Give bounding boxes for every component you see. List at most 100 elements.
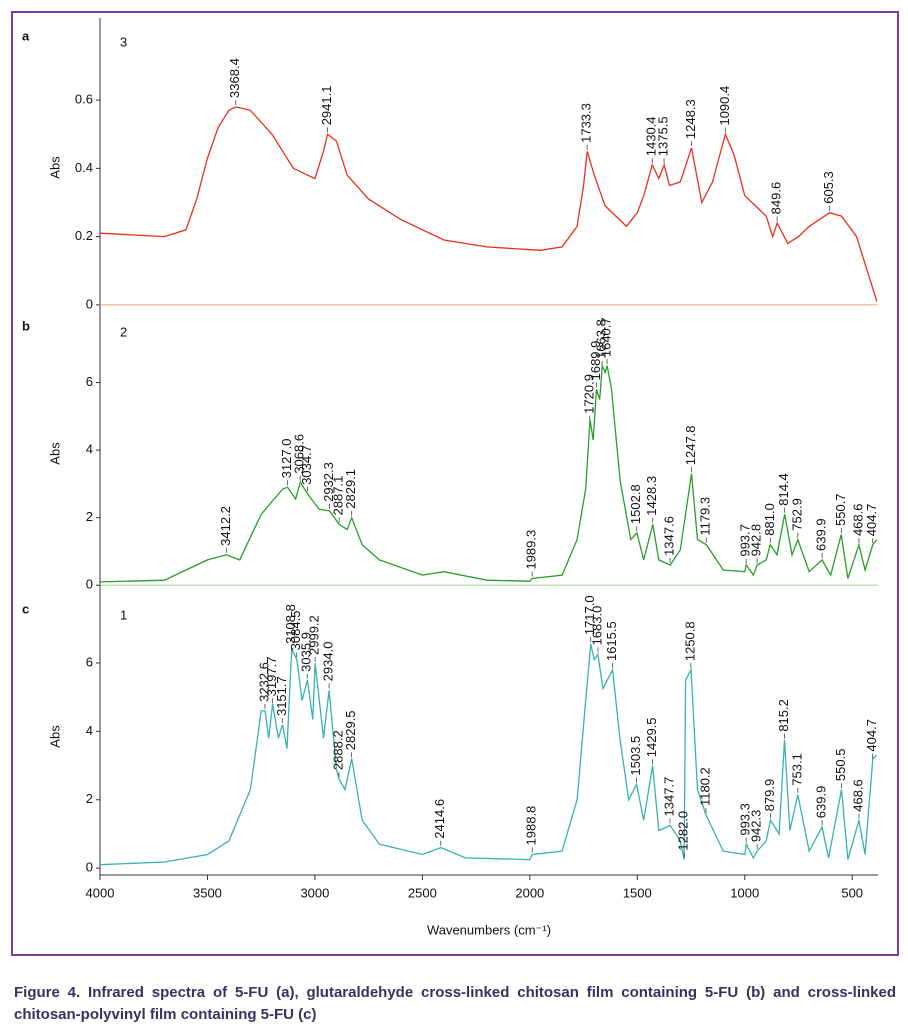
peak-label: 550.5 [833, 749, 848, 782]
peak-label: 2829.1 [343, 469, 358, 509]
x-tick-label: 1500 [623, 885, 652, 900]
x-tick-label: 1000 [730, 885, 759, 900]
peak-label: 1640.7 [598, 317, 613, 357]
peak-label: 1248.3 [683, 99, 698, 139]
peak-label: 1988.8 [524, 806, 539, 846]
x-tick-label: 4000 [86, 885, 115, 900]
peak-label: 1180.2 [697, 767, 712, 806]
peak-label: 993.3 [738, 803, 753, 836]
peak-label: 1282.0 [676, 811, 691, 851]
peak-label: 468.6 [850, 504, 865, 537]
peak-label: 879.9 [762, 779, 777, 812]
peak-label: 550.7 [833, 493, 848, 526]
y-tick-label: 0.6 [75, 92, 93, 107]
peak-label: 752.9 [789, 498, 804, 531]
peak-label: 942.8 [748, 524, 763, 557]
peak-label: 2887.1 [331, 476, 346, 516]
spectrum [99, 106, 878, 302]
spectrum-number: 3 [120, 34, 127, 49]
peak-label: 942.3 [749, 810, 764, 843]
peak-label: 1503.5 [628, 736, 643, 776]
peak-label: 1090.4 [717, 86, 732, 126]
peak-label: 3084.5 [288, 611, 303, 651]
peak-label: 1615.5 [604, 621, 619, 661]
y-tick-label: 0 [86, 296, 93, 311]
y-tick-label: 4 [86, 442, 93, 457]
peak-label: 3127.0 [279, 439, 294, 479]
y-tick-label: 6 [86, 654, 93, 669]
x-tick-label: 3000 [300, 885, 329, 900]
x-tick-label: 500 [841, 885, 863, 900]
peak-label: 814.4 [776, 473, 791, 506]
peak-label: 468.6 [850, 779, 865, 812]
y-tick-label: 4 [86, 723, 93, 738]
peak-label: 1663.8 [594, 319, 609, 359]
peak-label: 1375.5 [655, 116, 670, 156]
peak-label: 1683.0 [589, 606, 604, 646]
peak-label: 3232.6 [256, 662, 271, 702]
y-axis-label: Abs [47, 725, 62, 748]
panel-letter: a [22, 28, 30, 43]
peak-label: 1720.9 [581, 374, 596, 414]
peak-label: 1429.5 [644, 717, 659, 757]
peak-label: 1347.7 [661, 777, 676, 817]
peak-label: 1502.8 [628, 484, 643, 524]
peak-label: 1179.3 [698, 497, 713, 536]
y-tick-label: 2 [86, 509, 93, 524]
spectrum-number: 2 [120, 324, 127, 339]
caption: Figure 4. Infrared spectra of 5-FU (a), … [14, 984, 896, 1023]
peak-label: 3035.9 [299, 632, 314, 672]
peak-label: 1733.3 [579, 103, 594, 143]
peak-label: 3368.4 [227, 58, 242, 98]
y-tick-label: 0.2 [75, 228, 93, 243]
peak-label: 404.7 [864, 719, 879, 752]
x-tick-label: 2500 [408, 885, 437, 900]
peak-label: 849.6 [769, 182, 784, 215]
peak-label: 1250.8 [682, 621, 697, 661]
peak-label: 1347.6 [661, 516, 676, 556]
peak-label: 639.9 [814, 786, 829, 819]
y-tick-label: 0 [86, 577, 93, 592]
peak-label: 1989.3 [524, 530, 539, 570]
peak-label: 1689.9 [588, 341, 603, 381]
spectrum [99, 365, 878, 583]
peak-label: 2414.6 [432, 799, 447, 839]
peak-label: 3197.7 [264, 657, 279, 697]
peak-label: 815.2 [776, 699, 791, 732]
peak-label: 3108.8 [283, 604, 298, 644]
panel-letter: b [22, 318, 30, 333]
y-axis-label: Abs [47, 442, 62, 465]
x-axis-label: Wavenumbers (cm⁻¹) [427, 922, 551, 937]
peak-label: 1430.4 [644, 116, 659, 156]
peak-label: 3412.2 [218, 506, 233, 546]
peak-label: 3068.6 [292, 434, 307, 474]
peak-label: 639.9 [814, 518, 829, 551]
y-tick-label: 0.4 [75, 160, 93, 175]
x-tick-label: 2000 [515, 885, 544, 900]
peak-label: 605.3 [821, 171, 836, 204]
peak-label: 2999.2 [307, 615, 322, 655]
peak-label: 1428.3 [644, 476, 659, 516]
peak-label: 3151.7 [274, 676, 289, 716]
peak-label: 753.1 [789, 753, 804, 786]
spectrum-number: 1 [120, 607, 127, 622]
x-tick-label: 3500 [193, 885, 222, 900]
peak-label: 2829.5 [343, 710, 358, 750]
y-tick-label: 2 [86, 791, 93, 806]
peak-label: 3034.7 [299, 445, 314, 485]
peak-label: 881.0 [762, 503, 777, 536]
panel-letter: c [22, 601, 29, 616]
y-axis-label: Abs [47, 156, 62, 179]
y-tick-label: 0 [86, 860, 93, 875]
spectrum [99, 644, 878, 866]
peak-label: 2932.3 [321, 462, 336, 502]
peak-label: 1247.8 [683, 425, 698, 465]
peak-label: 993.7 [738, 524, 753, 557]
peak-label: 2888.2 [330, 730, 345, 770]
peak-label: 1717.0 [582, 595, 597, 635]
y-tick-label: 6 [86, 374, 93, 389]
peak-label: 2941.1 [319, 86, 334, 126]
frame [11, 11, 899, 956]
